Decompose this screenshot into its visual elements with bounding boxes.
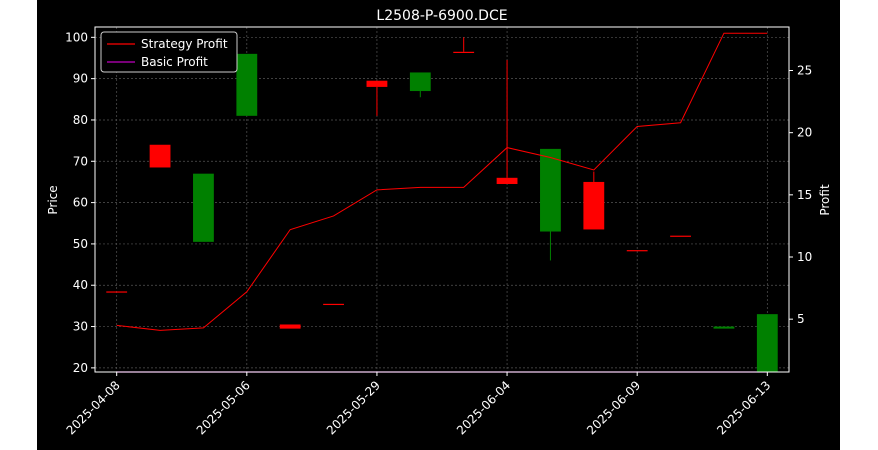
candle-body [409,72,431,92]
axes-frame [94,26,790,373]
y2-tick-label: 15 [797,188,812,202]
candle-body [626,250,648,252]
right-y-ticks: 5 10 15 20 25 [789,64,812,326]
chart-svg: 20 30 40 50 60 70 80 90 100 5 10 15 20 25 2025-04-08… [46,8,832,437]
y2-tick-label: 10 [797,250,812,264]
candle-body [236,53,258,116]
y-axis-label: Price [46,185,60,214]
strategy-profit-line [116,32,768,331]
y-tick-label: 80 [73,113,88,127]
y2-tick-label: 25 [797,64,812,78]
legend-label-basic: Basic Profit [141,55,208,69]
candle-body [279,324,301,329]
y2-tick-label: 5 [797,312,805,326]
y-tick-label: 100 [65,30,88,44]
y-tick-label: 60 [73,196,88,210]
candle-body [756,314,778,372]
candle-body [323,303,344,306]
x-tick-label: 2025-05-29 [324,378,383,437]
y-tick-label: 50 [73,237,88,251]
candle-body [453,51,475,53]
candle-body [583,181,605,230]
x-tick-label: 2025-06-09 [584,378,643,437]
x-tick-label: 2025-06-04 [454,378,513,437]
x-tick-label: 2025-05-06 [194,378,253,437]
y-tick-label: 20 [73,361,88,375]
candle-body [106,291,128,293]
candles-layer [106,37,778,372]
y-tick-label: 40 [73,278,88,292]
candle-body [149,144,171,168]
chart-figure: 20 30 40 50 60 70 80 90 100 5 10 15 20 25 2025-04-08… [37,0,840,450]
x-tick-label: 2025-06-13 [714,378,773,437]
candle-body [670,235,691,237]
axes-border [94,26,790,373]
candle-body [496,177,518,185]
candle-body [193,173,214,242]
candle-body [366,80,388,87]
y2-axis-label: Profit [818,184,832,216]
chart-title: L2508-P-6900.DCE [376,8,507,24]
x-ticks: 2025-04-08 2025-05-06 2025-05-29 2025-06-04… [64,372,773,437]
y-tick-label: 90 [73,72,88,86]
candle-body [540,148,561,232]
y-tick-label: 30 [73,320,88,334]
candle-body [713,326,735,329]
legend-label-strategy: Strategy Profit [141,37,228,51]
y-tick-label: 70 [73,154,88,168]
y2-tick-label: 20 [797,126,812,140]
legend: Strategy Profit Basic Profit [100,31,238,73]
x-tick-label: 2025-04-08 [64,378,123,437]
left-y-ticks: 20 30 40 50 60 70 80 90 100 [65,30,95,375]
strategy-profit-layer [116,32,768,331]
